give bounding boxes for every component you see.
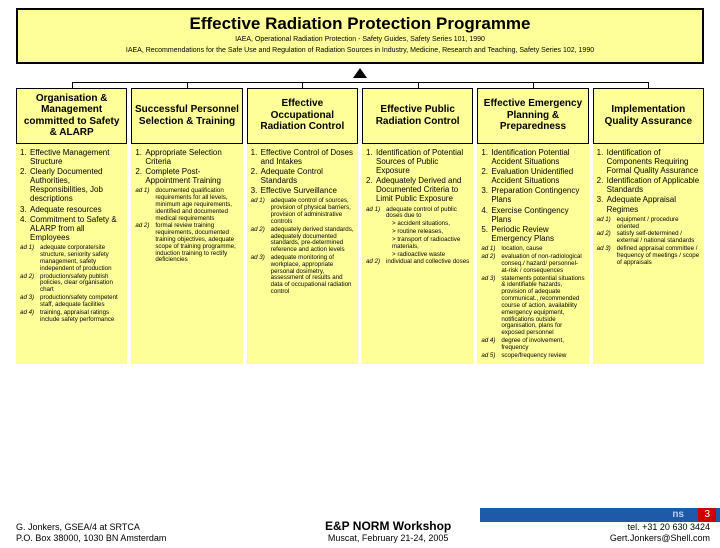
list-item: 3.Adequate Appraisal Regimes [597,195,700,213]
note-item: ad 4)degree of involvement, frequency [481,338,584,352]
note-item: ad 1)adequate control of sources, provis… [251,198,354,225]
note-item: ad 4)training, appraisal ratings include… [20,310,123,324]
title-main: Effective Radiation Protection Programme [26,14,694,34]
list-item: 1.Effective Control of Doses and Intakes [251,148,354,166]
note-item: > accident situations, [366,221,469,228]
list-item: 2.Adequate Control Standards [251,167,354,185]
column-body: 1.Identification of Potential Sources of… [362,144,473,365]
note-item: ad 1)location, cause [481,246,584,253]
author-line: G. Jonkers, GSEA/4 at SRTCA [16,522,166,533]
workshop-title: E&P NORM Workshop [325,519,451,533]
notes: ad 1)adequate control of sources, provis… [251,198,354,295]
note-item: ad 2)adequately derived standards, adequ… [251,227,354,254]
note-item: ad 1)documented qualification requiremen… [135,188,238,222]
note-item: ad 2)satisfy self-determined / external … [597,231,700,245]
note-item: ad 3)defined appraisal committee / frequ… [597,246,700,266]
note-item: ad 2)evaluation of non-radiological cons… [481,254,584,274]
column-head: Organisation & Management committed to S… [16,88,127,144]
list-item: 2.Clearly Documented Authorities, Respon… [20,167,123,204]
list-item: 1.Identification Potential Accident Situ… [481,148,584,166]
list-item: 2.Complete Post-Appointment Training [135,167,238,185]
connector-lines [16,78,704,88]
columns-container: Organisation & Management committed to S… [16,88,704,365]
column-3: Effective Public Radiation Control 1.Iden… [362,88,473,365]
list-item: 1.Identification of Potential Sources of… [366,148,469,176]
title-box: Effective Radiation Protection Programme… [16,8,704,64]
column-body: 1.Appropriate Selection Criteria2.Comple… [131,144,242,365]
note-item: ad 3)statements potential situations & i… [481,276,584,337]
footer-center: E&P NORM Workshop Muscat, February 21-24… [325,519,451,544]
notes: ad 1)equipment / procedure orientedad 2)… [597,217,700,267]
list-item: 2.Adequately Derived and Documented Crit… [366,176,469,204]
column-5: Implementation Quality Assurance 1.Identi… [593,88,704,365]
address-line: P.O. Box 38000, 1030 BN Amsterdam [16,533,166,544]
column-body: 1.Effective Management Structure2.Clearl… [16,144,127,365]
column-head: Effective Emergency Planning & Preparedn… [477,88,588,144]
note-item: ad 2)formal review training requirements… [135,223,238,264]
note-item: ad 5)scope/frequency review [481,353,584,360]
column-4: Effective Emergency Planning & Preparedn… [477,88,588,365]
workshop-sub: Muscat, February 21-24, 2005 [325,533,451,544]
list-item: 4.Exercise Contingency Plans [481,206,584,224]
notes: ad 1)adequate corporate/site structure, … [20,245,123,323]
column-head: Effective Public Radiation Control [362,88,473,144]
list-item: 5.Periodic Review Emergency Plans [481,225,584,243]
column-head: Implementation Quality Assurance [593,88,704,144]
note-item: > transport of radioactive materials, [366,237,469,251]
list-item: 1.Identification of Components Requiring… [597,148,700,176]
column-head: Effective Occupational Radiation Control [247,88,358,144]
notes: ad 1)documented qualification requiremen… [135,188,238,264]
notes: ad 1)adequate control of public doses du… [366,207,469,267]
list-item: 2.Evaluation Unidentified Accident Situa… [481,167,584,185]
tel-line: tel. +31 20 630 3424 [610,522,710,533]
list-item: 1.Effective Management Structure [20,148,123,166]
column-0: Organisation & Management committed to S… [16,88,127,365]
note-item: ad 3)adequate monitoring of workplace, a… [251,255,354,296]
column-body: 1.Effective Control of Doses and Intakes… [247,144,358,365]
notes: ad 1)location, causead 2)evaluation of n… [481,246,584,359]
arrow-up-icon [353,68,367,78]
footer-right: tel. +31 20 630 3424 Gert.Jonkers@Shell.… [610,522,710,544]
column-body: 1.Identification Potential Accident Situ… [477,144,588,365]
column-1: Successful Personnel Selection & Trainin… [131,88,242,365]
title-sub2: IAEA, Recommendations for the Safe Use a… [26,47,694,56]
footer: G. Jonkers, GSEA/4 at SRTCA P.O. Box 380… [16,519,710,544]
list-item: 3.Adequate resources [20,205,123,214]
column-body: 1.Identification of Components Requiring… [593,144,704,365]
title-sub1: IAEA, Operational Radiation Protection -… [26,36,694,45]
note-item: > routine releases, [366,229,469,236]
email-line: Gert.Jonkers@Shell.com [610,533,710,544]
note-item: ad 1)adequate control of public doses du… [366,207,469,221]
note-item: ad 2)production/safety publish policies,… [20,274,123,294]
list-item: 3.Effective Surveillance [251,186,354,195]
note-item: ad 1)equipment / procedure oriented [597,217,700,231]
note-item: ad 3)production/safety competent staff, … [20,295,123,309]
note-item: ad 2)individual and collective doses [366,259,469,266]
list-item: 1.Appropriate Selection Criteria [135,148,238,166]
list-item: 3.Preparation Contingency Plans [481,186,584,204]
note-item: ad 1)adequate corporate/site structure, … [20,245,123,272]
list-item: 4.Commitment to Safety & ALARP from all … [20,215,123,243]
footer-left: G. Jonkers, GSEA/4 at SRTCA P.O. Box 380… [16,522,166,544]
column-2: Effective Occupational Radiation Control… [247,88,358,365]
column-head: Successful Personnel Selection & Trainin… [131,88,242,144]
note-item: > radioactive waste [366,252,469,259]
list-item: 2.Identification of Applicable Standards [597,176,700,194]
